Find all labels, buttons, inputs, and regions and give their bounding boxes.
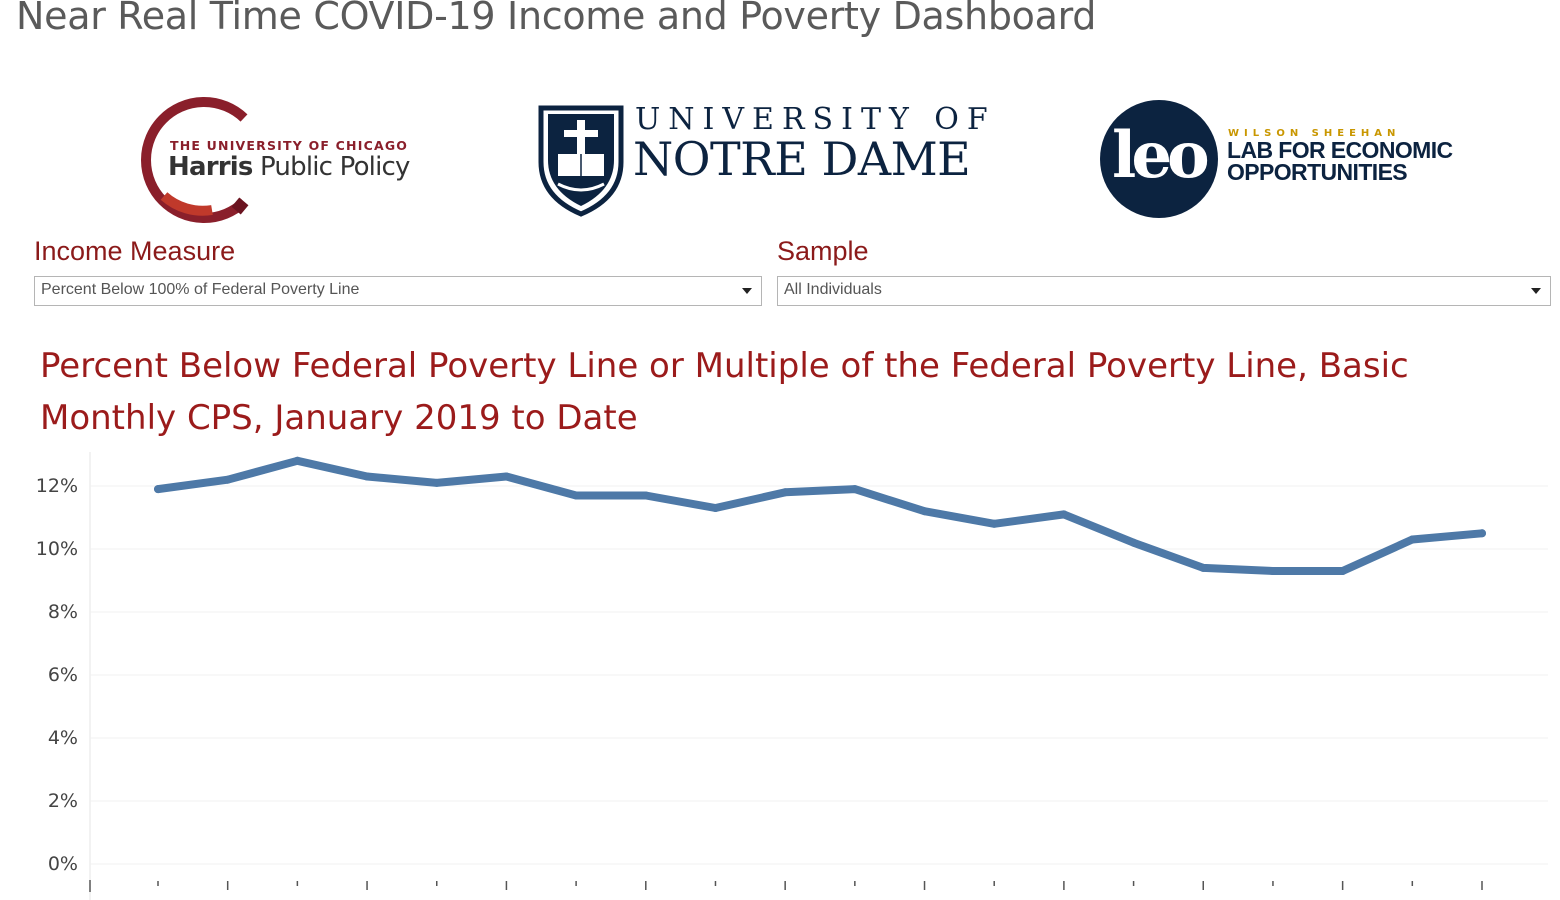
data-point xyxy=(850,485,859,494)
leo-mark: leo xyxy=(1112,118,1210,193)
notre-dame-logo: UNIVERSITY OF NOTRE DAME xyxy=(536,102,996,218)
data-point xyxy=(1059,510,1068,519)
leo-circle-icon xyxy=(1100,100,1218,218)
sample-select[interactable]: All Individuals xyxy=(777,276,1551,306)
page-title: Near Real Time COVID-19 Income and Pover… xyxy=(16,0,1097,38)
income-measure-label: Income Measure xyxy=(34,236,236,266)
data-point xyxy=(990,519,999,528)
notre-dame-logo-line2: NOTRE DAME xyxy=(633,132,971,186)
notre-dame-logo-line1: UNIVERSITY OF xyxy=(635,102,996,137)
data-point xyxy=(1268,567,1277,576)
data-point xyxy=(711,504,720,513)
data-point xyxy=(432,478,441,487)
y-tick-label: 2% xyxy=(48,790,78,812)
data-point xyxy=(1478,529,1486,538)
data-point xyxy=(1408,535,1417,544)
y-tick-label: 0% xyxy=(48,853,78,875)
sample-label: Sample xyxy=(777,236,869,266)
data-point xyxy=(572,491,581,500)
y-tick-label: 4% xyxy=(48,727,78,749)
harris-logo-line1: THE UNIVERSITY OF CHICAGO xyxy=(170,138,409,153)
data-point xyxy=(1199,563,1208,572)
harris-public-policy-logo: THE UNIVERSITY OF CHICAGO Harris Public … xyxy=(140,96,430,224)
y-tick-label: 12% xyxy=(36,475,78,497)
data-point xyxy=(223,475,232,484)
data-point xyxy=(1129,538,1138,547)
data-point xyxy=(502,472,511,481)
poverty-line-chart: 0% 2% 4% 6% 8% 10% 12% xyxy=(36,452,1548,900)
sample-value: All Individuals xyxy=(784,281,882,298)
notre-dame-shield-icon xyxy=(538,105,624,217)
series-line xyxy=(154,456,1486,575)
y-tick-label: 10% xyxy=(36,538,78,560)
data-point xyxy=(1338,567,1347,576)
harris-logo-line2: Harris Public Policy xyxy=(168,152,410,182)
income-measure-select[interactable]: Percent Below 100% of Federal Poverty Li… xyxy=(34,276,762,306)
data-point xyxy=(641,491,650,500)
income-measure-value: Percent Below 100% of Federal Poverty Li… xyxy=(41,281,360,298)
data-point xyxy=(363,472,372,481)
leo-logo-line1: WILSON SHEEHAN xyxy=(1228,128,1401,139)
data-point xyxy=(781,488,790,497)
y-tick-label: 8% xyxy=(48,601,78,623)
chevron-down-icon xyxy=(1531,288,1541,294)
y-tick-label: 6% xyxy=(48,664,78,686)
data-point xyxy=(154,485,162,494)
data-point xyxy=(920,507,929,516)
leo-logo: leo WILSON SHEEHAN LAB FOR ECONOMIC OPPO… xyxy=(1100,100,1460,220)
chart-title: Percent Below Federal Poverty Line or Mu… xyxy=(40,346,1409,438)
chevron-down-icon xyxy=(742,288,752,294)
data-point xyxy=(293,456,302,465)
harris-arc-icon xyxy=(141,97,249,223)
leo-logo-name: LAB FOR ECONOMIC OPPORTUNITIES xyxy=(1227,137,1453,185)
